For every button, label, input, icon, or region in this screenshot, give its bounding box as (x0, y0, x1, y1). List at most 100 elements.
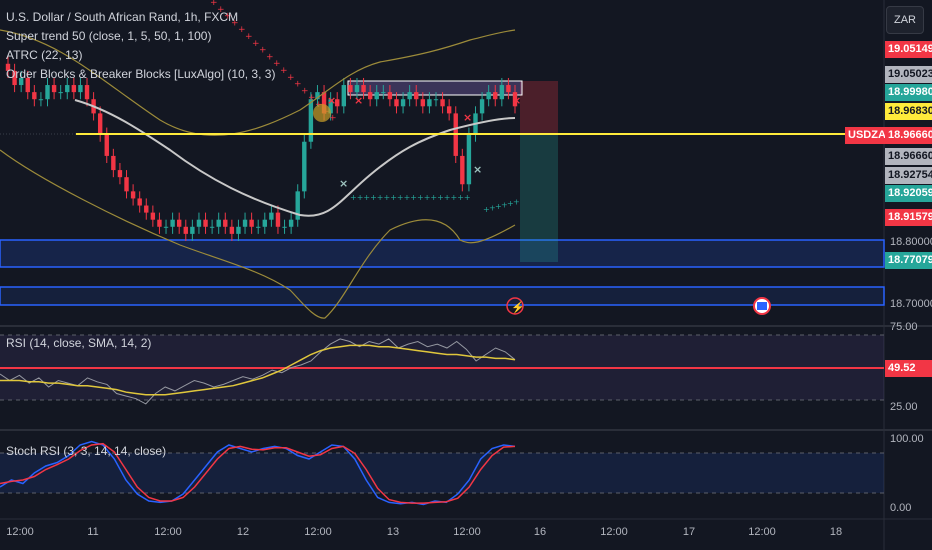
candle-body (367, 92, 373, 100)
candle-body (18, 77, 24, 86)
symbol-title[interactable]: U.S. Dollar / South African Rand, 1h, FX… (6, 10, 239, 24)
price-tag: 18.96830 (885, 103, 932, 120)
price-tag: 18.96660 (885, 127, 932, 144)
candle-body (407, 92, 412, 100)
candle-body (288, 219, 294, 227)
supertrend-marker: + (404, 193, 411, 202)
candle-body (282, 226, 287, 228)
candle-body (394, 99, 399, 107)
sma-line (74, 99, 516, 217)
price-tag: 18.91579 (885, 209, 932, 226)
supertrend-marker: + (210, 0, 218, 8)
lightning-event-icon (506, 297, 524, 315)
supertrend-marker: + (507, 199, 514, 208)
candle-body (275, 212, 281, 227)
take-profit-box (520, 134, 558, 262)
candle-body (414, 92, 419, 100)
candle-body (97, 113, 103, 135)
supertrend-marker: + (287, 73, 295, 83)
candle-body (328, 99, 333, 114)
supertrend-marker: + (495, 202, 502, 211)
supertrend-marker: + (357, 193, 364, 202)
stoch-legend[interactable]: Stoch RSI (3, 3, 14, 14, close) (6, 444, 167, 458)
signal-x-marker: × (354, 94, 363, 107)
x-tick-label: 12:00 (6, 526, 34, 538)
order-blocks-legend[interactable]: Order Blocks & Breaker Blocks [LuxAlgo] … (6, 67, 276, 81)
atrc-legend[interactable]: ATRC (22, 13) (6, 48, 83, 62)
candle-body (111, 155, 116, 171)
candle-body (32, 92, 37, 100)
supertrend-marker: + (245, 32, 253, 42)
rsi-value-tag: 49.52 (885, 360, 932, 377)
currency-button[interactable]: ZAR (886, 6, 924, 34)
stop-loss-box (520, 81, 558, 134)
atr-upper-band (0, 29, 516, 136)
candle-body (5, 63, 11, 71)
stoch-band-fill (0, 453, 884, 493)
rsi-line (0, 338, 516, 405)
supertrend-marker: + (363, 193, 370, 202)
candle-body (308, 99, 314, 142)
lightning-event-icon: ⚡ (511, 301, 525, 314)
rsi-ma-line (0, 344, 516, 396)
candle-body (256, 226, 261, 228)
stoch-d-line (0, 442, 516, 504)
candle-body (361, 85, 366, 93)
supertrend-marker: + (252, 39, 260, 49)
supertrend-marker: + (370, 193, 377, 202)
candle-body (157, 219, 162, 227)
candle-body (12, 70, 17, 86)
candle-body (262, 219, 267, 227)
candle-body (137, 198, 142, 206)
candle-body (446, 106, 452, 114)
candle-body (302, 141, 307, 192)
candle-body (223, 219, 228, 227)
signal-x-marker: × (473, 163, 482, 176)
rsi-legend[interactable]: RSI (14, close, SMA, 14, 2) (6, 336, 152, 350)
candle-body (144, 205, 149, 213)
candle-body (249, 219, 254, 227)
x-tick-label: 12:00 (304, 526, 332, 538)
candle-body (190, 226, 195, 234)
supertrend-marker: + (489, 204, 496, 213)
candle-body (466, 134, 472, 185)
supertrend-marker: + (397, 193, 404, 202)
candle-body (25, 77, 30, 93)
supertrend-marker: + (280, 66, 288, 76)
supertrend-legend[interactable]: Super trend 50 (close, 1, 5, 50, 1, 100) (6, 29, 212, 43)
candle-body (216, 219, 221, 227)
candle-body (433, 99, 439, 101)
candle-body (374, 92, 379, 100)
order-block-zone (0, 286, 885, 306)
candle-body (58, 92, 63, 94)
candle-body (479, 99, 485, 114)
candle-body (163, 226, 169, 228)
supertrend-marker: + (308, 93, 316, 103)
candle-body (65, 85, 70, 93)
stoch-tick-label: 100.00 (890, 433, 924, 445)
candle-body (387, 92, 393, 100)
candle-body (124, 177, 129, 192)
us-flag-event-icon (757, 302, 767, 310)
x-tick-label: 12:00 (453, 526, 481, 538)
candle-body (420, 99, 426, 107)
supertrend-marker: + (483, 205, 490, 214)
rsi-tick-label: 25.00 (890, 401, 918, 413)
price-tag: 19.05023 (885, 66, 932, 83)
candle-body (506, 85, 511, 93)
breaker-block (347, 80, 523, 96)
candle-body (104, 134, 109, 156)
signal-x-marker: × (463, 111, 472, 124)
candle-body (196, 219, 202, 227)
x-tick-label: 17 (682, 526, 696, 538)
x-tick-label: 13 (386, 526, 400, 538)
candle-body (381, 92, 386, 94)
candle-body (348, 85, 353, 93)
candle-body (130, 191, 136, 199)
order-block-zone (0, 239, 885, 268)
price-tag: 18.99980 (885, 84, 932, 101)
supertrend-marker: + (390, 193, 397, 202)
supertrend-marker: + (377, 193, 384, 202)
x-tick-label: 12:00 (748, 526, 776, 538)
